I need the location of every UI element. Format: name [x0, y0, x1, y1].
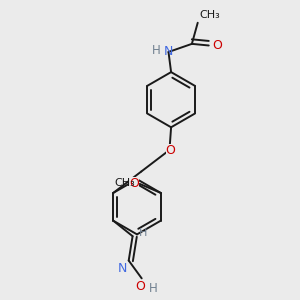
Text: H: H [138, 228, 147, 238]
Text: H: H [152, 44, 160, 57]
Text: O: O [135, 280, 145, 293]
Text: CH₃: CH₃ [199, 10, 220, 20]
Text: N: N [118, 262, 127, 275]
Text: N: N [164, 46, 173, 59]
Text: H: H [149, 282, 158, 295]
Text: CH₃: CH₃ [114, 178, 135, 188]
Text: O: O [129, 177, 139, 190]
Text: O: O [166, 143, 176, 157]
Text: O: O [213, 39, 223, 52]
